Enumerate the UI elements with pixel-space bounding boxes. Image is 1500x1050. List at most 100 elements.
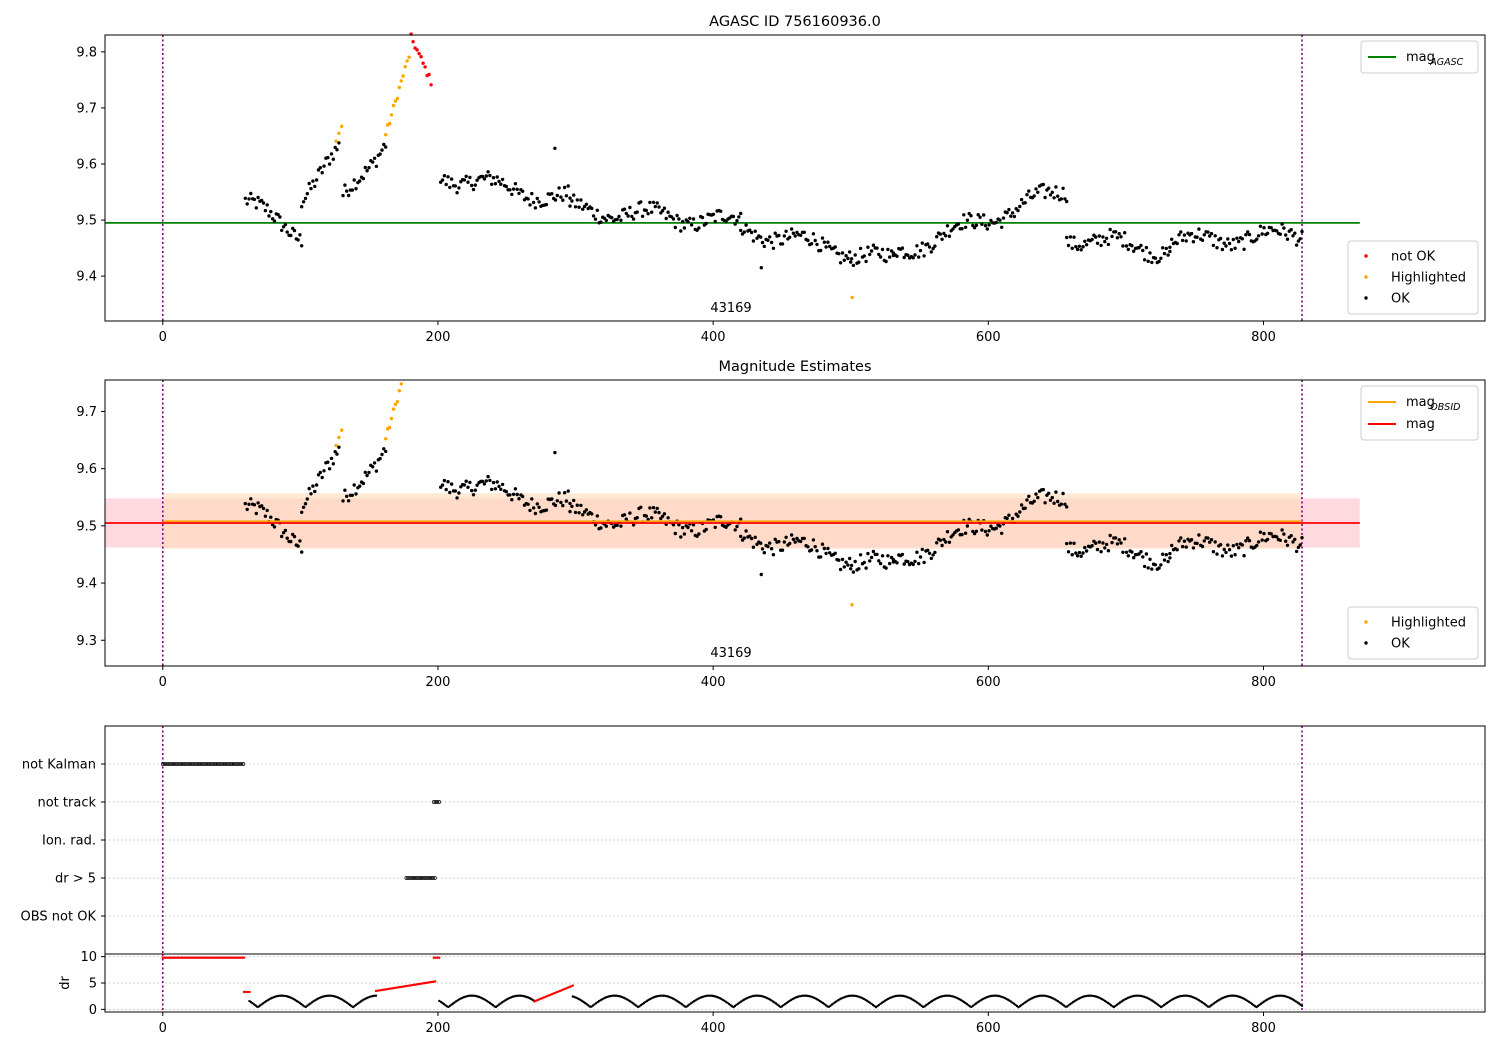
- panel-dr-ytick-label: 0: [89, 1003, 97, 1018]
- panel-magnitude-estimates-point-ok: [739, 534, 743, 539]
- panel-magnitude-estimates-point-ok: [1218, 543, 1223, 547]
- panel-magnitude-estimates-point-ok: [1208, 540, 1212, 544]
- panel-agasc-point-ok: [671, 217, 676, 221]
- panel-magnitude-estimates-point-ok: [361, 481, 366, 486]
- panel-agasc-point-ok: [491, 176, 496, 180]
- panel-magnitude-estimates-point-ok: [840, 557, 845, 562]
- panel-agasc-point-ok: [1101, 235, 1105, 239]
- panel-magnitude-estimates-marker-legend-marker: [1364, 620, 1368, 624]
- flag-point: [202, 762, 206, 766]
- panel-agasc-point-ok: [562, 185, 567, 190]
- panel-agasc-point-ok: [978, 215, 982, 219]
- flag-point: [168, 762, 172, 766]
- panel-agasc-point-ok: [851, 263, 856, 268]
- dr-point-ok: [374, 994, 378, 997]
- panel-agasc-point-ok: [1043, 195, 1047, 200]
- panel-agasc-point-ok: [1275, 229, 1279, 233]
- panel-magnitude-estimates-point-ok: [648, 506, 652, 510]
- panel-agasc-point-highlighted: [403, 65, 407, 69]
- panel-agasc-point-ok: [1050, 190, 1055, 194]
- panel-agasc-point-ok: [1296, 239, 1301, 243]
- panel-agasc-point-ok: [440, 178, 445, 182]
- panel-agasc-point-ok: [490, 182, 494, 186]
- panel-agasc-point-ok: [305, 192, 309, 196]
- panel-magnitude-estimates-point-ok: [1081, 551, 1085, 555]
- panel-magnitude-estimates-point-ok: [1142, 564, 1147, 569]
- panel-agasc-point-ok: [915, 244, 919, 248]
- panel-magnitude-estimates-point-ok: [660, 514, 665, 518]
- panel-agasc-point-ok: [965, 218, 970, 222]
- panel-magnitude-estimates-point-ok: [1074, 551, 1078, 555]
- panel-agasc-point-ok: [697, 226, 701, 230]
- panel-magnitude-estimates-point-ok: [980, 528, 984, 532]
- panel-magnitude-estimates-point-ok: [824, 551, 828, 556]
- panel-magnitude-estimates-point-ok: [1195, 541, 1199, 546]
- panel-magnitude-estimates-point-ok: [915, 550, 919, 554]
- flag-point: [196, 762, 201, 766]
- panel-magnitude-estimates-point-ok: [1233, 553, 1237, 557]
- panel-magnitude-estimates-title: Magnitude Estimates: [718, 359, 871, 375]
- panel-magnitude-estimates-point-ok: [920, 547, 924, 552]
- panel-agasc-point-ok: [737, 215, 741, 219]
- dr-point-not-ok: [571, 984, 574, 987]
- panel-magnitude-estimates-point-ok: [555, 499, 559, 503]
- panel-magnitude-estimates-point-ok: [307, 486, 311, 491]
- panel-magnitude-estimates-point-ok: [1180, 544, 1185, 549]
- panel-agasc-point-ok: [751, 239, 756, 243]
- panel-agasc-point-ok: [1081, 245, 1085, 249]
- panel-magnitude-estimates-point-ok: [371, 465, 375, 469]
- panel-agasc-xtick-label: 200: [426, 330, 451, 345]
- panel-magnitude-estimates-point-ok: [1294, 549, 1299, 554]
- panel-dr-xtick-label: 400: [701, 1021, 726, 1036]
- panel-agasc-point-ok: [913, 253, 917, 257]
- panel-agasc-point-ok: [1240, 237, 1245, 241]
- panel-agasc-point-highlighted: [405, 59, 409, 63]
- panel-agasc-point-ok: [998, 218, 1002, 222]
- panel-agasc-point-ok: [1237, 239, 1241, 244]
- panel-magnitude-estimates-point-ok: [869, 555, 874, 560]
- panel-magnitude-estimates-point-ok: [1101, 541, 1105, 545]
- panel-agasc-point-ok: [486, 170, 490, 174]
- panel-magnitude-estimates-point-ok: [848, 556, 852, 561]
- panel-agasc-point-ok: [484, 174, 488, 178]
- panel-dr-xtick-label: 200: [426, 1021, 451, 1036]
- panel-agasc-point-ok: [664, 216, 668, 221]
- panel-agasc-point-highlighted: [384, 133, 388, 137]
- panel-agasc-point-ok: [593, 217, 598, 221]
- panel-magnitude-estimates-point-ok: [1117, 538, 1121, 542]
- panel-magnitude-estimates-point-ok: [292, 534, 297, 539]
- panel-magnitude-estimates-point-ok: [1027, 494, 1031, 498]
- panel-magnitude-estimates-ytick-label: 9.5: [76, 519, 97, 534]
- panel-magnitude-estimates-point-ok: [269, 515, 273, 519]
- panel-dr-ylabel: dr: [58, 976, 73, 990]
- panel-agasc-point-ok: [307, 181, 311, 186]
- panel-magnitude-estimates-point-ok: [1066, 550, 1071, 554]
- panel-magnitude-estimates-point-ok: [301, 505, 306, 509]
- panel-magnitude-estimates-point-ok: [1300, 536, 1304, 540]
- flag-category-label: not Kalman: [22, 758, 96, 773]
- flag-point: [185, 762, 190, 766]
- panel-magnitude-estimates-xtick-label: 600: [976, 675, 1001, 690]
- panel-agasc-point-ok: [1132, 249, 1136, 253]
- panel-magnitude-estimates-point-ok: [762, 551, 766, 555]
- panel-agasc-point-ok: [1282, 226, 1286, 230]
- panel-agasc-point-ok: [1200, 238, 1205, 242]
- flag-point: [221, 762, 226, 766]
- panel-magnitude-estimates-marker-legend-marker: [1364, 641, 1368, 645]
- panel-magnitude-estimates-point-ok: [1296, 545, 1301, 550]
- panel-magnitude-estimates-point-ok: [573, 510, 578, 515]
- panel-magnitude-estimates-point-ok: [517, 497, 521, 501]
- panel-agasc-point-ok: [591, 214, 596, 218]
- flag-point: [191, 762, 196, 766]
- panel-agasc-point-ok: [610, 216, 614, 220]
- panel-magnitude-estimates-point-ok: [1090, 544, 1094, 548]
- panel-magnitude-estimates-point-ok: [653, 510, 657, 514]
- panel-magnitude-estimates-point-ok: [942, 537, 946, 542]
- panel-agasc-point-highlighted: [389, 113, 394, 117]
- panel-magnitude-estimates-point-ok: [751, 545, 756, 549]
- dr-point-not-ok: [244, 990, 247, 994]
- panel-agasc-point-ok: [759, 235, 763, 239]
- panel-magnitude-estimates-point-ok: [782, 540, 786, 544]
- panel-magnitude-estimates-point-ok: [480, 479, 485, 483]
